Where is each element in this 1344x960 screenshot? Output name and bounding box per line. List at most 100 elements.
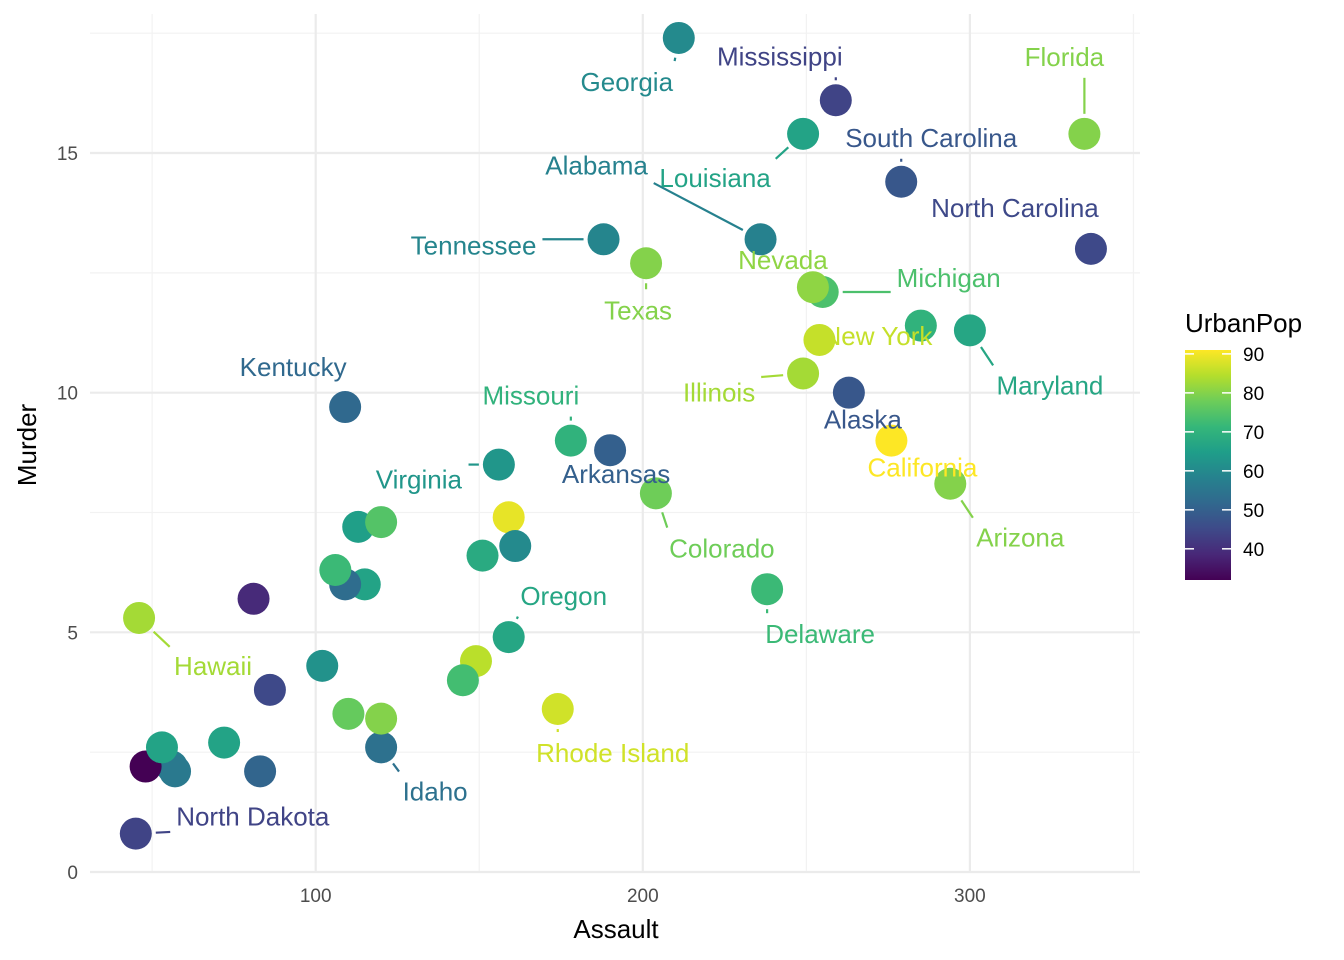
point-label: Alabama — [545, 150, 648, 180]
point-label: Alaska — [824, 405, 903, 435]
point-label: Illinois — [683, 377, 755, 407]
data-point — [319, 554, 352, 587]
data-point — [541, 693, 574, 726]
data-point — [253, 673, 286, 706]
x-tick-label: 200 — [627, 886, 659, 907]
data-point — [787, 117, 820, 150]
point-label: Michigan — [897, 263, 1001, 293]
point-label: Kentucky — [240, 352, 347, 382]
data-point — [1074, 232, 1107, 265]
legend-colorbar — [1185, 350, 1231, 580]
legend-tick-label: 60 — [1243, 462, 1264, 483]
data-point — [365, 506, 398, 539]
data-point — [306, 649, 339, 682]
leader-line — [661, 511, 669, 528]
y-axis-title: Murder — [12, 403, 42, 486]
data-point — [332, 697, 365, 730]
y-tick-label: 10 — [57, 384, 78, 405]
point-label: Arkansas — [562, 459, 670, 489]
leader-line — [673, 57, 677, 62]
x-axis-ticks: 100 200 300 — [300, 886, 986, 907]
point-label: Idaho — [403, 776, 468, 806]
point-label: Texas — [604, 295, 672, 325]
data-point — [934, 467, 967, 500]
legend-tick-label: 50 — [1243, 501, 1264, 522]
leader-line — [761, 374, 784, 379]
grid — [90, 14, 1140, 874]
data-point — [885, 165, 918, 198]
data-point — [819, 84, 852, 117]
point-label: Louisiana — [659, 163, 771, 193]
legend-tick-label: 40 — [1243, 540, 1264, 561]
leader-line — [152, 630, 171, 648]
data-point — [365, 702, 398, 735]
leader-line — [653, 182, 744, 231]
point-label: Virginia — [376, 465, 463, 495]
data-point — [744, 223, 777, 256]
point-label: Georgia — [581, 67, 674, 97]
data-point — [630, 247, 663, 280]
data-point — [123, 601, 156, 634]
data-point — [832, 376, 865, 409]
data-point — [482, 448, 515, 481]
data-point — [639, 477, 672, 510]
leader-line — [392, 762, 400, 773]
data-point — [492, 621, 525, 654]
data-point — [145, 731, 178, 764]
data-points — [119, 21, 1107, 850]
data-point — [329, 391, 362, 424]
data-point — [244, 755, 277, 788]
data-point — [751, 573, 784, 606]
leader-line — [960, 499, 974, 519]
y-axis-ticks: 0 5 10 15 — [57, 144, 78, 884]
point-label: North Dakota — [176, 802, 330, 832]
data-point — [953, 314, 986, 347]
x-tick-label: 300 — [954, 886, 986, 907]
point-label: Hawaii — [174, 651, 252, 681]
data-point — [365, 731, 398, 764]
point-label: North Carolina — [931, 193, 1099, 223]
data-point — [787, 357, 820, 390]
point-label: Arizona — [976, 523, 1065, 553]
leader-line — [980, 346, 995, 366]
x-axis-title: Assault — [573, 914, 659, 944]
data-point — [1068, 117, 1101, 150]
point-label: Delaware — [765, 619, 875, 649]
x-tick-label: 100 — [300, 886, 332, 907]
point-label: New York — [823, 321, 934, 351]
point-label: Colorado — [669, 533, 775, 563]
legend-ticks: 40 50 60 70 80 90 — [1185, 345, 1264, 561]
point-label: Maryland — [996, 370, 1103, 400]
data-point — [446, 664, 479, 697]
data-point — [554, 424, 587, 457]
y-tick-label: 15 — [57, 144, 78, 165]
point-label: Tennessee — [411, 230, 537, 260]
point-label: Missouri — [482, 381, 579, 411]
point-label: Mississippi — [717, 41, 843, 71]
point-label: Nevada — [738, 245, 828, 275]
point-label: South Carolina — [845, 123, 1018, 153]
leader-line — [774, 146, 790, 160]
data-point — [875, 424, 908, 457]
leader-line — [155, 830, 171, 834]
data-point — [796, 271, 829, 304]
data-point — [803, 323, 836, 356]
legend-tick-label: 90 — [1243, 345, 1264, 366]
data-point — [499, 530, 532, 563]
data-point — [904, 309, 937, 342]
label-leader-lines — [152, 57, 1086, 834]
data-point — [662, 21, 695, 54]
y-tick-label: 0 — [67, 863, 78, 884]
point-labels: Alabama Alaska Arizona Arkansas California Co… — [174, 41, 1105, 831]
data-point — [466, 539, 499, 572]
data-point — [119, 817, 152, 850]
data-point — [594, 434, 627, 467]
point-label: Oregon — [520, 581, 607, 611]
point-label: California — [867, 453, 977, 483]
legend-tick-label: 80 — [1243, 384, 1264, 405]
data-point — [159, 755, 192, 788]
data-point — [208, 726, 241, 759]
leader-line — [515, 616, 519, 620]
color-legend: UrbanPop 40 50 60 70 80 90 — [1185, 308, 1302, 580]
